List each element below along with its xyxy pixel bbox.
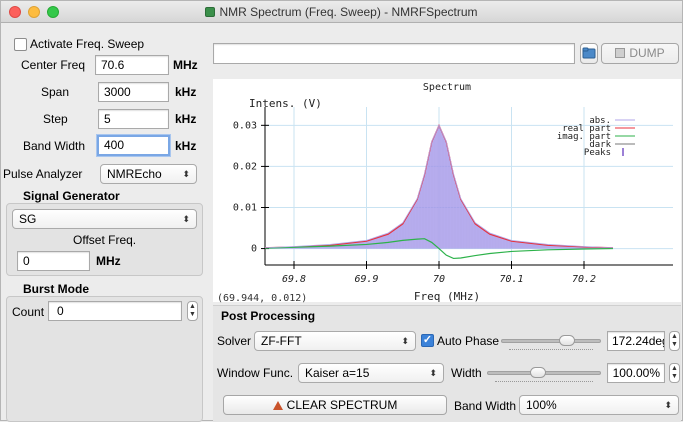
y-tick-label: 0: [251, 244, 257, 255]
activate-freq-sweep-label: Activate Freq. Sweep: [30, 37, 145, 51]
pulse-analyzer-label: Pulse Analyzer: [3, 167, 83, 181]
span-unit: kHz: [175, 85, 197, 99]
span-label: Span: [41, 85, 70, 99]
zoom-window-button[interactable]: [47, 6, 59, 18]
post-bandwidth-value: 100%: [526, 398, 557, 412]
bandwidth-unit: kHz: [175, 139, 197, 153]
legend-label: real part: [562, 124, 611, 134]
auto-phase-label: Auto Phase: [437, 334, 500, 348]
updown-arrows-icon: ⬍: [664, 400, 672, 410]
x-tick-label: 70.2: [572, 274, 596, 285]
save-icon: [615, 48, 626, 58]
x-tick-label: 69.8: [282, 274, 306, 285]
phase-slider-knob[interactable]: [559, 335, 575, 346]
width-value-input[interactable]: 100.00%: [607, 363, 665, 383]
post-bandwidth-label: Band Width: [454, 399, 517, 413]
bandwidth-input[interactable]: 400: [97, 135, 170, 156]
span-input[interactable]: 3000: [98, 82, 169, 102]
post-processing-header: Post Processing: [221, 309, 316, 323]
x-tick-label: 69.9: [354, 274, 378, 285]
dump-button[interactable]: DUMP: [601, 43, 679, 64]
close-window-button[interactable]: [9, 6, 21, 18]
clear-spectrum-button[interactable]: CLEAR SPECTRUM: [223, 395, 447, 415]
width-stepper[interactable]: ▲ ▼: [669, 363, 680, 383]
legend-label: abs.: [589, 116, 611, 126]
legend-label: dark: [589, 140, 611, 150]
solver-value: ZF-FFT: [261, 334, 302, 348]
solver-select[interactable]: ZF-FFT ⬍: [254, 331, 416, 351]
x-axis-label: Freq (MHz): [414, 290, 480, 302]
burst-mode-header: Burst Mode: [23, 282, 89, 296]
updown-arrows-icon: ⬍: [182, 214, 190, 224]
chart-title: Spectrum: [423, 82, 471, 93]
solver-label: Solver: [217, 334, 252, 348]
folder-icon: [582, 47, 596, 59]
legend-label: Peaks: [584, 148, 611, 158]
offset-freq-label: Offset Freq.: [73, 233, 137, 247]
window-func-value: Kaiser a=15: [305, 366, 370, 380]
signal-generator-value: SG: [19, 212, 37, 226]
x-tick-label: 70.1: [499, 274, 523, 285]
offset-freq-unit: MHz: [96, 254, 121, 268]
signal-generator-select[interactable]: SG ⬍: [12, 209, 197, 229]
count-stepper[interactable]: ▲ ▼: [187, 301, 198, 321]
pulse-analyzer-select[interactable]: NMREcho ⬍: [100, 164, 197, 184]
width-label: Width: [451, 366, 482, 380]
spectrum-chart: 69.8 69.9 70 70.1 70.2 0 0.01 0.02 0.03 Spectrum I…: [233, 82, 673, 303]
series-line-abs-: [264, 124, 614, 249]
dump-button-label: DUMP: [629, 46, 665, 60]
step-label: Step: [43, 112, 68, 126]
updown-arrows-icon: ⬍: [182, 169, 190, 179]
center-freq-label: Center Freq: [21, 58, 86, 72]
clear-spectrum-label: CLEAR SPECTRUM: [286, 398, 398, 412]
legend-label: imag. part: [557, 132, 611, 142]
dump-path-input[interactable]: [213, 43, 575, 64]
activate-freq-sweep-checkbox[interactable]: [14, 38, 27, 51]
y-tick-label: 0.03: [233, 120, 257, 131]
app-icon: [205, 7, 216, 17]
offset-freq-input[interactable]: 0: [17, 251, 90, 271]
width-slider-knob[interactable]: [530, 367, 547, 378]
count-label: Count: [12, 305, 45, 319]
phase-slider-track[interactable]: [501, 339, 601, 343]
auto-phase-checkbox[interactable]: ✓: [421, 334, 434, 347]
phase-value-input[interactable]: 172.24deg.: [607, 331, 665, 351]
pulse-analyzer-value: NMREcho: [107, 167, 162, 181]
open-file-button[interactable]: [580, 43, 598, 64]
minimize-window-button[interactable]: [28, 6, 40, 18]
title-bar: NMR Spectrum (Freq. Sweep) - NMRFSpectru…: [1, 1, 682, 23]
window-func-select[interactable]: Kaiser a=15 ⬍: [298, 363, 444, 383]
window-title: NMR Spectrum (Freq. Sweep) - NMRFSpectru…: [219, 5, 478, 19]
count-input[interactable]: 0: [48, 301, 182, 321]
y-tick-label: 0.02: [233, 161, 257, 172]
x-tick-label: 70: [433, 274, 445, 285]
bandwidth-label: Band Width: [23, 139, 86, 153]
step-input[interactable]: 5: [98, 109, 169, 129]
signal-generator-header: Signal Generator: [23, 189, 120, 203]
phase-stepper[interactable]: ▲ ▼: [669, 331, 680, 351]
center-freq-input[interactable]: 70.6: [95, 55, 169, 75]
spectrum-plot[interactable]: 69.8 69.9 70 70.1 70.2 0 0.01 0.02 0.03 Spectrum I…: [213, 79, 681, 303]
step-unit: kHz: [175, 112, 197, 126]
y-tick-label: 0.01: [233, 202, 257, 213]
updown-arrows-icon: ⬍: [429, 368, 437, 378]
series-line-imag--part: [264, 238, 614, 260]
broom-icon: [272, 401, 283, 410]
center-freq-unit: MHz: [173, 58, 198, 72]
updown-arrows-icon: ⬍: [401, 336, 409, 346]
cursor-readout: (69.944, 0.012): [217, 293, 308, 304]
post-bandwidth-select[interactable]: 100% ⬍: [519, 395, 679, 415]
window-func-label: Window Func.: [217, 366, 294, 380]
width-slider-ticks: [495, 381, 593, 384]
y-axis-label: Intens. (V): [249, 97, 322, 110]
phase-slider-ticks: [509, 349, 593, 352]
